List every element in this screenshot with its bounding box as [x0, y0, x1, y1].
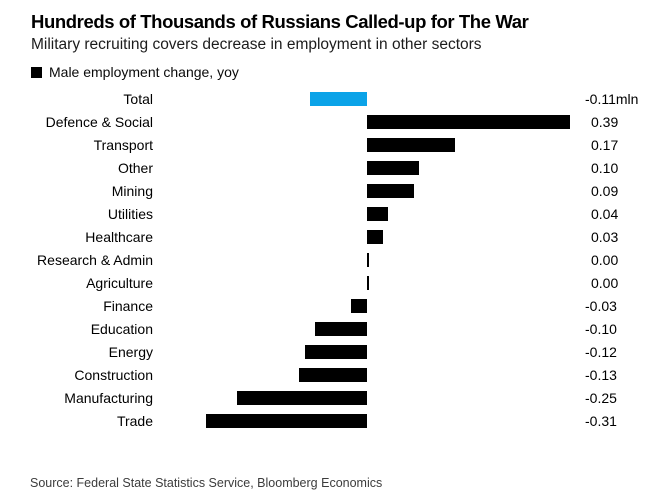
value-label: -0.31 [585, 413, 617, 429]
value-label: -0.25 [585, 390, 617, 406]
value-label: 0.00 [591, 252, 619, 268]
chart-row: Defence & Social 0.39 [0, 111, 646, 134]
bar-research-admin [367, 253, 369, 267]
bar-manufacturing [237, 391, 367, 405]
bar-healthcare [367, 230, 383, 244]
bar-total [309, 92, 367, 106]
value-label: 0.39 [591, 114, 619, 130]
category-label: Transport [93, 137, 153, 153]
chart-row: Transport 0.17 [0, 134, 646, 157]
bar-construction [299, 368, 367, 382]
category-label: Healthcare [85, 229, 153, 245]
category-label: Energy [108, 344, 153, 360]
bar-defence-social [367, 115, 570, 129]
chart-row: Mining 0.09 [0, 180, 646, 203]
chart-row: Energy -0.12 [0, 341, 646, 364]
value-label: 0.17 [591, 137, 619, 153]
category-label: Research & Admin [37, 252, 153, 268]
chart-row: Education -0.10 [0, 318, 646, 341]
bar-trade [205, 414, 367, 428]
chart-row: Research & Admin 0.00 [0, 249, 646, 272]
chart-row: Construction -0.13 [0, 364, 646, 387]
bar-energy [304, 345, 367, 359]
bar-finance [351, 299, 367, 313]
value-label: -0.10 [585, 321, 617, 337]
chart-row: Agriculture 0.00 [0, 272, 646, 295]
chart-row: Other 0.10 [0, 157, 646, 180]
value-label: -0.12 [585, 344, 617, 360]
legend-label: Male employment change, yoy [49, 64, 239, 80]
chart-row: Utilities 0.04 [0, 203, 646, 226]
value-label: -0.11mln [585, 91, 639, 107]
bar-other [367, 161, 419, 175]
category-label: Agriculture [86, 275, 153, 291]
chart-row: Total -0.11mln [0, 88, 646, 111]
category-label: Utilities [107, 206, 153, 222]
value-label: 0.03 [591, 229, 619, 245]
legend: Male employment change, yoy [31, 64, 239, 80]
bar-chart: Total -0.11mln Defence & Social 0.39 Transpo… [0, 88, 646, 433]
value-label: 0.04 [591, 206, 619, 222]
legend-swatch-icon [31, 66, 42, 78]
bar-utilities [367, 207, 388, 221]
category-label: Total [123, 91, 153, 107]
bar-transport [367, 138, 456, 152]
value-label: 0.09 [591, 183, 619, 199]
category-label: Other [117, 160, 153, 176]
category-label: Trade [116, 413, 153, 429]
chart-subtitle: Military recruiting covers decrease in e… [31, 36, 482, 53]
chart-title: Hundreds of Thousands of Russians Called… [31, 11, 529, 32]
value-label: -0.03 [585, 298, 617, 314]
category-label: Mining [111, 183, 153, 199]
category-label: Construction [74, 367, 153, 383]
bar-mining [367, 184, 414, 198]
value-label: -0.13 [585, 367, 617, 383]
chart-row: Healthcare 0.03 [0, 226, 646, 249]
bar-agriculture [367, 276, 369, 290]
bar-education [315, 322, 367, 336]
category-label: Education [90, 321, 153, 337]
category-label: Manufacturing [64, 390, 153, 406]
source-note: Source: Federal State Statistics Service… [30, 476, 383, 490]
category-label: Finance [103, 298, 153, 314]
value-label: 0.10 [591, 160, 619, 176]
category-label: Defence & Social [45, 114, 153, 130]
value-label: 0.00 [591, 275, 619, 291]
chart-row: Manufacturing -0.25 [0, 387, 646, 410]
chart-row: Trade -0.31 [0, 410, 646, 433]
chart-row: Finance -0.03 [0, 295, 646, 318]
